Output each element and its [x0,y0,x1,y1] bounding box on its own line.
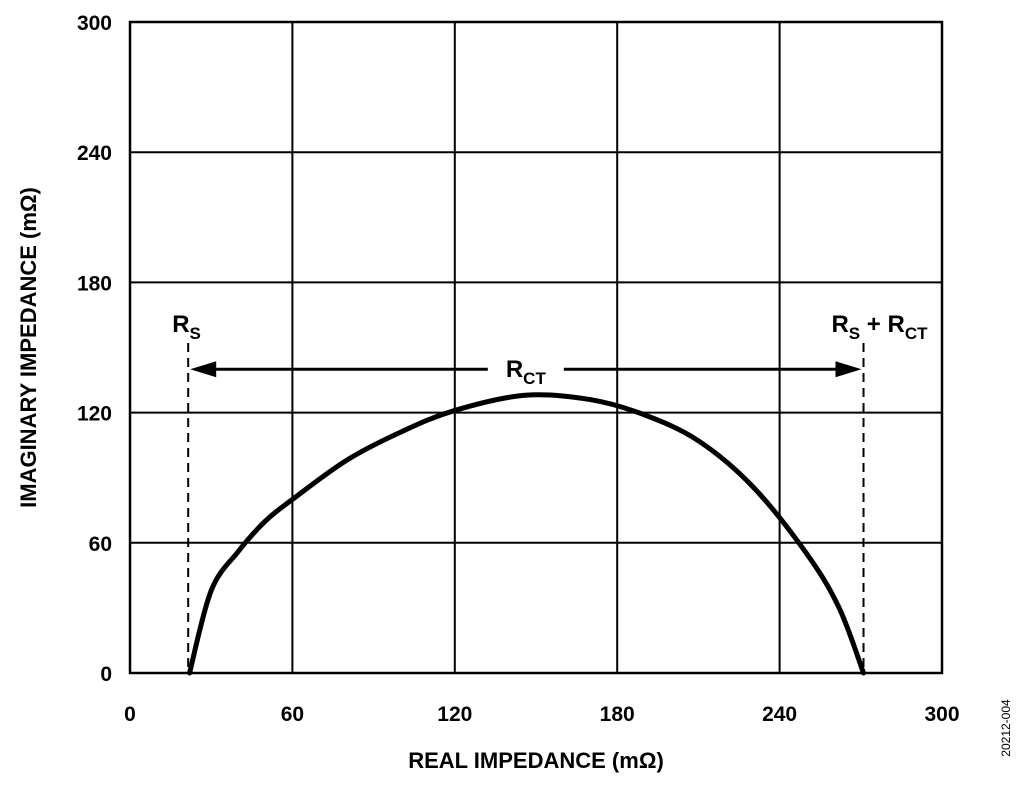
series [187,392,867,676]
figure-id: 20212-004 [999,699,1013,757]
x-tick-label: 300 [924,703,959,726]
grid-lines [130,22,942,673]
impedance-curve [187,392,867,676]
y-tick-label: 60 [89,533,112,556]
rct-label: RCT [506,356,547,388]
rs-plus-rct-label: RS + RCT [831,311,928,343]
y-tick-label: 240 [77,142,112,165]
x-tick-label: 60 [281,703,304,726]
rs-label: RS [172,311,201,343]
x-axis-title: REAL IMPEDANCE (mΩ) [408,748,664,773]
y-tick-label: 300 [77,12,112,35]
rct-arrowhead-left [190,361,217,378]
x-tick-label: 180 [600,703,635,726]
annotations: RS RS + RCT RCT [172,311,928,673]
x-tick-label: 120 [437,703,472,726]
tick-labels: 0 60 120 180 240 300 0 60 120 180 240 300 [77,12,960,726]
x-tick-label: 0 [124,703,136,726]
rct-arrowhead-right [835,361,862,378]
y-axis-title: IMAGINARY IMPEDANCE (mΩ) [16,187,41,508]
plot-frame [128,20,944,675]
y-tick-label: 180 [77,272,112,295]
y-tick-label: 120 [77,403,112,426]
x-tick-label: 240 [762,703,797,726]
y-tick-label: 0 [100,663,112,686]
